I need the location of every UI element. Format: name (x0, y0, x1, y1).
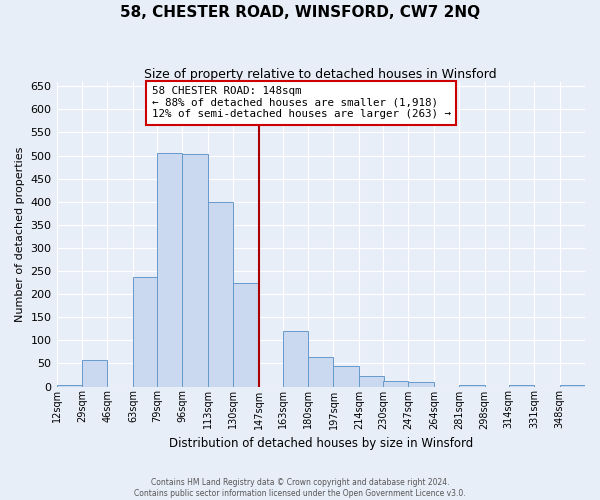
Bar (233, 282, 259, 387)
Text: 58, CHESTER ROAD, WINSFORD, CW7 2NQ: 58, CHESTER ROAD, WINSFORD, CW7 2NQ (120, 5, 480, 20)
Bar (82, 360, 107, 386)
X-axis label: Distribution of detached houses by size in Winsford: Distribution of detached houses by size … (169, 437, 473, 450)
Bar (308, 358, 334, 386)
Bar (509, 385, 534, 386)
Text: 58 CHESTER ROAD: 148sqm
← 88% of detached houses are smaller (1,918)
12% of semi: 58 CHESTER ROAD: 148sqm ← 88% of detache… (152, 86, 451, 120)
Bar (409, 382, 434, 386)
Bar (383, 380, 409, 386)
Bar (208, 202, 233, 386)
Bar (334, 366, 359, 386)
Bar (133, 277, 158, 386)
Bar (359, 376, 385, 386)
Bar (459, 385, 485, 386)
Bar (56, 385, 82, 386)
Bar (560, 385, 585, 386)
Text: Contains HM Land Registry data © Crown copyright and database right 2024.
Contai: Contains HM Land Registry data © Crown c… (134, 478, 466, 498)
Bar (283, 331, 308, 386)
Bar (182, 154, 208, 386)
Bar (157, 154, 182, 386)
Title: Size of property relative to detached houses in Winsford: Size of property relative to detached ho… (145, 68, 497, 80)
Y-axis label: Number of detached properties: Number of detached properties (15, 146, 25, 322)
